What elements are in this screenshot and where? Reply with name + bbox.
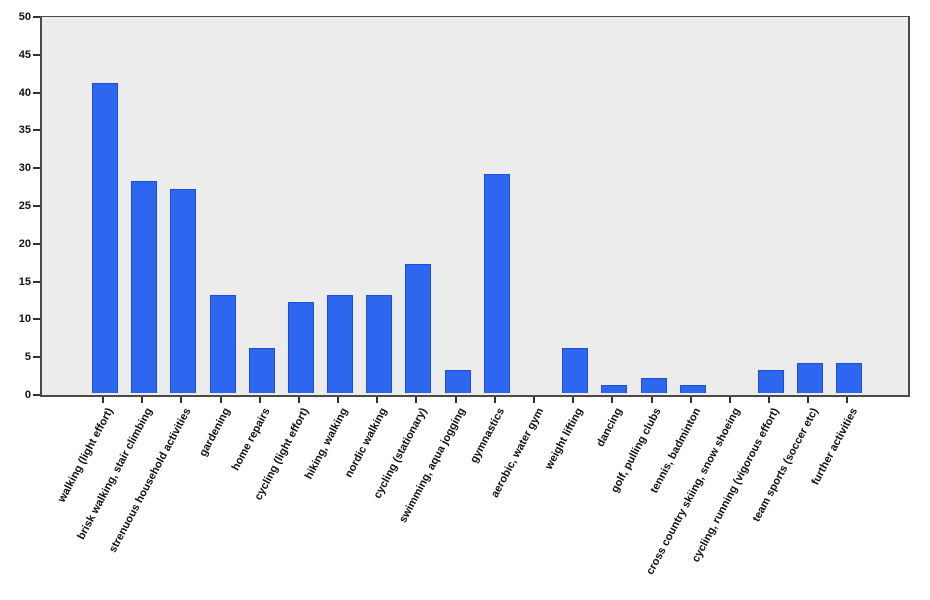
- x-axis-tick: [728, 397, 731, 403]
- y-axis-tick: [33, 280, 40, 283]
- bar: [444, 370, 471, 393]
- y-axis-tick: [33, 129, 40, 132]
- x-axis-tick: [141, 397, 144, 403]
- bar: [562, 348, 589, 393]
- y-axis-tick-label: 25: [18, 200, 31, 212]
- x-axis-label-text: gymnastics: [468, 406, 508, 466]
- x-axis-tick: [846, 397, 849, 403]
- x-axis-tick: [650, 397, 653, 403]
- x-axis-label-text: nordic walking: [343, 406, 390, 480]
- y-axis-tick: [33, 242, 40, 245]
- y-axis-tick-label: 0: [24, 389, 31, 401]
- bar: [836, 363, 863, 393]
- y-axis-tick: [33, 53, 40, 56]
- x-axis-tick: [219, 397, 222, 403]
- x-axis-label-text: dancing: [594, 406, 625, 449]
- y-axis-tick-label: 20: [18, 237, 31, 250]
- y-axis-tick-label: 15: [18, 275, 31, 288]
- y-axis-tick: [33, 318, 40, 321]
- bar: [327, 295, 354, 393]
- y-axis-tick-label: 50: [18, 11, 31, 23]
- x-axis-tick: [493, 397, 496, 403]
- bar: [601, 385, 628, 393]
- x-axis-label-text: strenuous household activities: [107, 406, 194, 555]
- bar: [483, 174, 510, 393]
- x-axis-tick: [454, 397, 457, 403]
- x-axis-tick: [297, 397, 300, 403]
- y-axis-tick: [33, 167, 40, 170]
- plot-area: [40, 16, 910, 397]
- x-axis-label-text: home repairs: [229, 406, 273, 473]
- x-axis-label-text: gardening: [197, 406, 234, 459]
- y-axis-tick: [33, 16, 40, 18]
- bar: [366, 295, 393, 393]
- x-axis-tick: [768, 397, 771, 403]
- y-axis-tick: [33, 394, 40, 396]
- bar: [287, 302, 314, 393]
- x-axis-tick: [572, 397, 575, 403]
- bar: [131, 181, 158, 393]
- x-axis-tick: [415, 397, 418, 403]
- y-axis-tick-label: 10: [18, 313, 31, 326]
- y-axis-tick-label: 30: [18, 162, 31, 175]
- x-axis-tick: [807, 397, 810, 403]
- y-axis-tick-label: 45: [18, 48, 31, 61]
- x-axis-label-text: weight lifting: [543, 406, 586, 472]
- x-axis-tick: [337, 397, 340, 403]
- bar: [209, 295, 236, 393]
- y-axis-tick-label: 5: [24, 351, 31, 364]
- x-axis-tick: [532, 397, 535, 403]
- bar: [405, 264, 432, 393]
- x-axis-tick: [689, 397, 692, 403]
- plot-inner: [44, 18, 906, 393]
- y-axis-tick: [33, 356, 40, 359]
- x-axis-tick: [102, 397, 104, 403]
- bar: [640, 378, 667, 393]
- bar: [248, 348, 275, 393]
- x-axis-tick: [376, 397, 379, 403]
- bar: [797, 363, 824, 393]
- bar: [679, 385, 706, 393]
- y-axis-tick-label: 40: [18, 86, 31, 99]
- bar: [92, 83, 118, 393]
- x-axis-tick: [258, 397, 261, 403]
- x-axis-label-text: brisk walking, stair climbing: [75, 406, 155, 542]
- x-axis-tick: [611, 397, 614, 403]
- y-axis-tick-label: 35: [18, 124, 31, 137]
- y-axis-tick: [33, 91, 40, 94]
- bar: [758, 370, 785, 393]
- x-axis-tick: [180, 397, 183, 403]
- bar: [170, 189, 197, 393]
- y-axis-tick: [33, 205, 40, 207]
